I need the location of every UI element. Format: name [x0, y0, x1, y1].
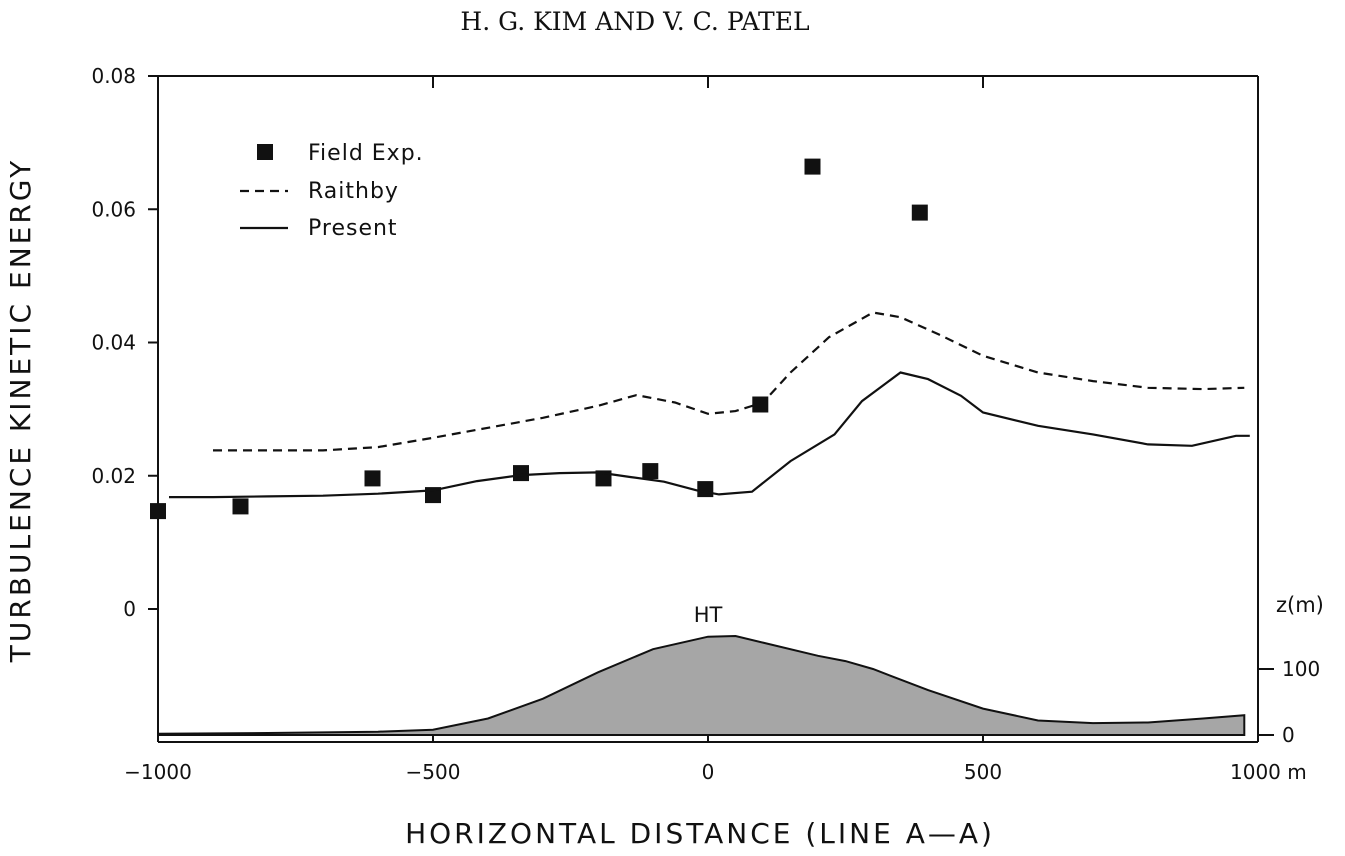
z-tick-label: 0: [1282, 723, 1295, 747]
x-axis-title: HORIZONTAL DISTANCE (LINE A—A): [405, 817, 995, 850]
field-exp-marker: [513, 465, 529, 482]
legend-marker-field-exp: [257, 144, 273, 160]
field-exp-marker: [364, 470, 381, 487]
series-layer: [150, 158, 1250, 520]
field-exp-marker: [642, 463, 659, 480]
z-tick-label: 100: [1282, 657, 1320, 681]
y-axis-title: TURBULENCE KINETIC ENERGY: [4, 158, 37, 663]
raithby-line: [213, 311, 1245, 452]
legend-label: Field Exp.: [308, 141, 424, 166]
field-exp-marker: [150, 503, 166, 520]
x-tick-label: 500: [964, 760, 1002, 784]
x-tick-label: 1000 m: [1230, 760, 1307, 784]
terrain-profile: [157, 634, 1246, 736]
present-line: [169, 371, 1250, 499]
axes: 0 0.02 0.04 0.06 0.08 −1000 −500 0 500 1000 m: [91, 64, 1306, 784]
field-exp-marker: [911, 204, 928, 221]
terrain-peak-label: HT: [694, 603, 723, 627]
y-tick-label: 0: [123, 597, 136, 621]
running-header: H. G. KIM AND V. C. PATEL: [460, 7, 809, 36]
y-tick-label: 0.08: [91, 64, 136, 88]
legend: Field Exp. Raithby Present: [240, 141, 424, 241]
y-tick-label: 0.04: [91, 331, 136, 355]
terrain-layer: HT z(m) 0 100: [157, 593, 1324, 747]
field-exp-marker: [752, 396, 769, 413]
x-tick-label: −1000: [124, 760, 192, 784]
x-tick-label: −500: [406, 760, 461, 784]
y-tick-label: 0.02: [91, 464, 136, 488]
field-exp-marker: [232, 498, 249, 515]
field-exp-marker: [804, 158, 821, 175]
y-tick-label: 0.06: [91, 197, 136, 221]
field-exp-marker: [697, 481, 714, 498]
legend-label: Raithby: [308, 179, 399, 204]
x-tick-label: 0: [702, 760, 715, 784]
z-axis-label: z(m): [1276, 593, 1324, 617]
legend-label: Present: [308, 216, 398, 241]
